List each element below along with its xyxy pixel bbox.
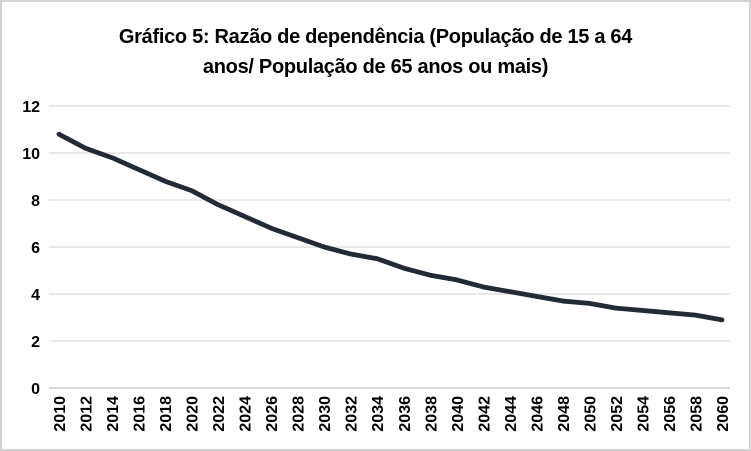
x-tick-label: 2028 xyxy=(291,396,308,432)
x-tick-label: 2026 xyxy=(264,396,281,432)
chart-title-line-1: Gráfico 5: Razão de dependência (Populaç… xyxy=(118,26,633,48)
x-tick-label: 2024 xyxy=(238,396,255,432)
y-tick-label: 8 xyxy=(31,193,40,210)
x-tick-label: 2044 xyxy=(503,396,520,432)
x-tick-label: 2054 xyxy=(635,396,652,432)
x-tick-label: 2010 xyxy=(52,396,69,432)
x-tick-label: 2036 xyxy=(397,396,414,432)
x-tick-label: 2038 xyxy=(423,396,440,432)
x-tick-label: 2042 xyxy=(476,396,493,432)
x-tick-label: 2040 xyxy=(450,396,467,432)
x-tick-label: 2034 xyxy=(370,396,387,432)
y-tick-label: 4 xyxy=(31,287,40,304)
x-tick-label: 2018 xyxy=(158,396,175,432)
x-tick-label: 2012 xyxy=(79,396,96,432)
y-tick-label: 2 xyxy=(31,334,40,351)
y-tick-label: 0 xyxy=(31,381,40,398)
x-tick-label: 2016 xyxy=(132,396,149,432)
x-tick-label: 2060 xyxy=(715,396,732,432)
x-tick-label: 2058 xyxy=(688,396,705,432)
x-tick-label: 2050 xyxy=(582,396,599,432)
x-tick-label: 2022 xyxy=(211,396,228,432)
x-tick-label: 2052 xyxy=(609,396,626,432)
x-tick-label: 2046 xyxy=(529,396,546,432)
y-tick-label: 6 xyxy=(31,240,40,257)
x-tick-label: 2032 xyxy=(344,396,361,432)
x-tick-label: 2014 xyxy=(105,396,122,432)
x-tick-label: 2020 xyxy=(185,396,202,432)
y-tick-label: 12 xyxy=(22,99,40,116)
x-tick-label: 2048 xyxy=(556,396,573,432)
y-tick-label: 10 xyxy=(22,146,40,163)
chart-title: Gráfico 5: Razão de dependência (Populaç… xyxy=(2,22,749,82)
x-tick-label: 2056 xyxy=(662,396,679,432)
chart-title-line-2: anos/ População de 65 anos ou mais) xyxy=(202,56,549,78)
data-line xyxy=(56,131,725,323)
x-tick-label: 2030 xyxy=(317,396,334,432)
